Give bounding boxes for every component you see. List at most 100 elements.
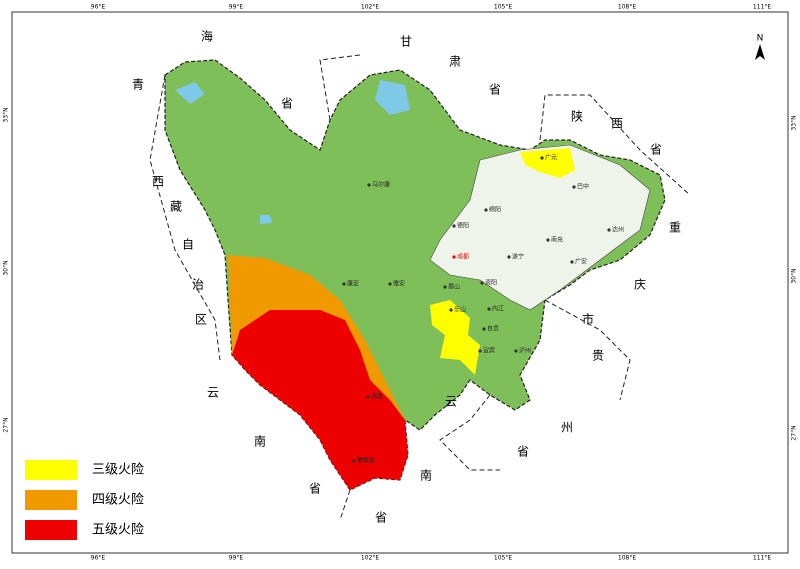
- legend-swatch: [25, 520, 77, 540]
- region-label: 云: [207, 386, 219, 400]
- top-tick-label: 105°E: [494, 4, 512, 11]
- city-label: 内江: [492, 305, 504, 313]
- lake: [175, 80, 410, 224]
- region-label: 省: [281, 97, 293, 111]
- city-dot: [487, 307, 491, 311]
- city-dot: [540, 156, 544, 160]
- city-dot: [452, 224, 456, 228]
- region-label: 南: [254, 434, 266, 449]
- legend-swatch: [25, 460, 77, 480]
- top-tick-label: 111°E: [753, 4, 771, 11]
- city-label: 遂宁: [512, 253, 524, 261]
- city-label: 巴中: [577, 183, 589, 191]
- bottom-tick-label: 96°E: [91, 555, 106, 562]
- zone-level5: [232, 310, 408, 490]
- city-label: 雅安: [393, 280, 405, 288]
- city-label: 乐山: [454, 306, 466, 314]
- province-border: [149, 54, 691, 521]
- city-label: 西昌: [371, 394, 383, 401]
- city-dot: [514, 349, 518, 353]
- top-tick-label: 96°E: [91, 4, 106, 11]
- right-tick-label: 27°N: [791, 425, 798, 440]
- region-label: 云: [445, 395, 457, 409]
- legend-label: 四级火险: [92, 493, 144, 508]
- region-label: 青: [132, 78, 144, 92]
- region-label: 贵: [592, 349, 604, 363]
- city-label: 绵阳: [489, 206, 501, 214]
- basin-area: [429, 144, 651, 311]
- region-label: 南: [420, 468, 432, 483]
- left-tick-label: 27°N: [3, 417, 10, 432]
- region-label: 省: [375, 511, 387, 525]
- city-dot: [449, 308, 453, 312]
- city-dot: [480, 281, 484, 285]
- bottom-tick-label: 99°E: [229, 555, 244, 562]
- city-dot: [367, 183, 371, 187]
- region-label: 肃: [449, 55, 461, 69]
- region-label: 州: [561, 421, 573, 435]
- north-arrow: [755, 44, 765, 60]
- legend-label: 三级火险: [92, 463, 144, 478]
- city-label: 资阳: [485, 279, 497, 287]
- city-dot: [342, 282, 346, 286]
- city-dot: [452, 255, 456, 259]
- city-dot: [546, 238, 550, 242]
- top-tick-label: 108°E: [618, 4, 636, 11]
- region-label: 海: [201, 29, 213, 44]
- region-label: 省: [650, 143, 662, 157]
- city-dot: [352, 459, 356, 463]
- left-tick-label: 33°N: [3, 107, 10, 122]
- zone-level3: [520, 148, 575, 178]
- bottom-tick-label: 105°E: [494, 555, 512, 562]
- bottom-tick-label: 108°E: [618, 555, 636, 562]
- region-label: 省: [309, 482, 321, 496]
- bottom-tick-label: 111°E: [753, 555, 771, 562]
- city-label: 攀枝花: [357, 457, 375, 465]
- city-dot: [507, 255, 511, 259]
- zone-level3: [430, 300, 480, 375]
- region-label: 自: [182, 238, 194, 252]
- region-label: 省: [489, 83, 501, 97]
- left-tick-label: 30°N: [3, 260, 10, 275]
- city-dot: [607, 228, 611, 232]
- city-label: 泸州: [519, 347, 531, 355]
- bottom-tick-label: 102°E: [361, 555, 379, 562]
- city-label: 南充: [551, 236, 563, 244]
- city-dot: [388, 282, 392, 286]
- city-label: 眉山: [448, 283, 460, 291]
- city-label: 广元: [545, 154, 557, 162]
- region-label: 西: [611, 117, 623, 131]
- top-tick-label: 99°E: [229, 4, 244, 11]
- region-label: 省: [517, 445, 529, 459]
- city-dot: [484, 208, 488, 212]
- region-label: 庆: [634, 278, 646, 292]
- city-label: 广安: [575, 258, 587, 266]
- city-label: 康定: [347, 280, 359, 288]
- legend-label: 五级火险: [92, 523, 144, 538]
- city-dot: [570, 260, 574, 264]
- city-dot: [482, 327, 486, 331]
- city-dot: [572, 185, 576, 189]
- city-label: 宜宾: [483, 347, 495, 355]
- region-label: 重: [669, 221, 681, 235]
- region-label: 甘: [400, 35, 412, 49]
- city-dot: [366, 395, 370, 399]
- region-label: 治: [192, 278, 204, 292]
- right-tick-label: 33°N: [791, 115, 798, 130]
- city-label: 马尔康: [372, 181, 390, 189]
- city-label: 德阳: [457, 222, 469, 230]
- legend-swatch: [25, 490, 77, 510]
- region-label: 西: [152, 175, 164, 189]
- north-arrow-label: N: [757, 34, 764, 44]
- right-tick-label: 30°N: [791, 268, 798, 283]
- region-label: 区: [195, 313, 207, 327]
- zone-level4: [228, 255, 405, 425]
- top-tick-label: 102°E: [361, 4, 379, 11]
- city-dot: [443, 285, 447, 289]
- region-label: 陕: [571, 109, 583, 124]
- city-label: 自贡: [487, 325, 499, 333]
- city-label: 达州: [612, 226, 624, 234]
- city-dot: [478, 349, 482, 353]
- city-label: 成都: [457, 253, 469, 261]
